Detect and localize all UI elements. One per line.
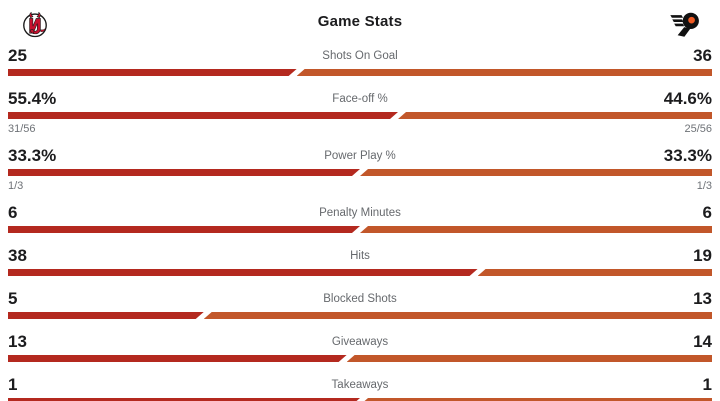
page-title: Game Stats xyxy=(317,13,403,30)
home-bar-segment xyxy=(398,112,712,119)
stat-bar xyxy=(8,398,712,401)
away-value: 6 xyxy=(8,203,18,222)
away-value: 33.3% xyxy=(8,146,57,165)
stat-row: 33.3% Power Play % 33.3% 1/3 1/3 xyxy=(8,146,712,193)
home-value: 1 xyxy=(702,375,712,394)
away-sub-value: 31/56 xyxy=(8,123,36,135)
home-value: 19 xyxy=(693,246,712,265)
stat-header: 25 Shots On Goal 36 xyxy=(8,46,712,66)
away-bar-segment xyxy=(8,269,478,276)
away-value: 5 xyxy=(8,289,18,308)
home-sub-value: 1/3 xyxy=(696,180,712,192)
home-bar-segment xyxy=(203,312,712,319)
stat-header: 1 Takeaways 1 xyxy=(8,375,712,395)
stat-bar xyxy=(8,112,712,119)
stat-bar xyxy=(8,355,712,362)
devils-logo[interactable] xyxy=(18,7,52,41)
away-bar-segment xyxy=(8,69,297,76)
stat-label: Hits xyxy=(350,250,370,262)
home-value: 36 xyxy=(693,46,712,65)
away-sub-value: 1/3 xyxy=(8,180,24,192)
stat-subs: 1/3 1/3 xyxy=(8,180,712,193)
stat-label: Giveaways xyxy=(331,336,389,348)
away-bar-segment xyxy=(8,398,360,401)
stat-header: 5 Blocked Shots 13 xyxy=(8,289,712,309)
home-value: 6 xyxy=(702,203,712,222)
away-value: 1 xyxy=(8,375,18,394)
home-bar-segment xyxy=(360,169,712,176)
stat-row: 6 Penalty Minutes 6 xyxy=(8,203,712,233)
away-value: 38 xyxy=(8,246,27,265)
stat-label: Blocked Shots xyxy=(323,293,397,305)
stat-row: 38 Hits 19 xyxy=(8,246,712,276)
stat-bar xyxy=(8,226,712,233)
stat-row: 13 Giveaways 14 xyxy=(8,332,712,362)
stat-header: 13 Giveaways 14 xyxy=(8,332,712,352)
stat-header: 55.4% Face-off % 44.6% xyxy=(8,89,712,109)
home-sub-value: 25/56 xyxy=(684,123,712,135)
stats-list: 25 Shots On Goal 36 55.4% Face-off % 44.… xyxy=(8,46,712,401)
home-value: 14 xyxy=(693,332,712,351)
away-value: 13 xyxy=(8,332,27,351)
stat-row: 55.4% Face-off % 44.6% 31/56 25/56 xyxy=(8,89,712,136)
stat-header: 6 Penalty Minutes 6 xyxy=(8,203,712,223)
home-value: 33.3% xyxy=(663,146,712,165)
flyers-logo[interactable] xyxy=(668,7,702,41)
away-value: 25 xyxy=(8,46,27,65)
stat-header: 33.3% Power Play % 33.3% xyxy=(8,146,712,166)
away-bar-segment xyxy=(8,169,360,176)
home-bar-segment xyxy=(296,69,712,76)
stat-label: Shots On Goal xyxy=(322,50,398,62)
stat-bar xyxy=(8,312,712,319)
away-bar-segment xyxy=(8,355,347,362)
away-bar-segment xyxy=(8,112,398,119)
stat-label: Face-off % xyxy=(332,93,388,105)
away-bar-segment xyxy=(8,226,360,233)
home-bar-segment xyxy=(477,269,712,276)
home-value: 13 xyxy=(693,289,712,308)
home-bar-segment xyxy=(346,355,712,362)
stat-row: 25 Shots On Goal 36 xyxy=(8,46,712,76)
home-bar-segment xyxy=(360,226,712,233)
stat-header: 38 Hits 19 xyxy=(8,246,712,266)
home-value: 44.6% xyxy=(663,89,712,108)
stat-row: 5 Blocked Shots 13 xyxy=(8,289,712,319)
stat-bar xyxy=(8,69,712,76)
away-value: 55.4% xyxy=(8,89,57,108)
stat-label: Penalty Minutes xyxy=(319,207,401,219)
away-bar-segment xyxy=(8,312,204,319)
home-bar-segment xyxy=(360,398,712,401)
header: Game Stats xyxy=(8,0,712,46)
stat-bar xyxy=(8,269,712,276)
stat-bar xyxy=(8,169,712,176)
stat-row: 1 Takeaways 1 xyxy=(8,375,712,401)
stat-label: Power Play % xyxy=(324,150,396,162)
stat-label: Takeaways xyxy=(331,379,389,391)
stat-subs: 31/56 25/56 xyxy=(8,123,712,136)
